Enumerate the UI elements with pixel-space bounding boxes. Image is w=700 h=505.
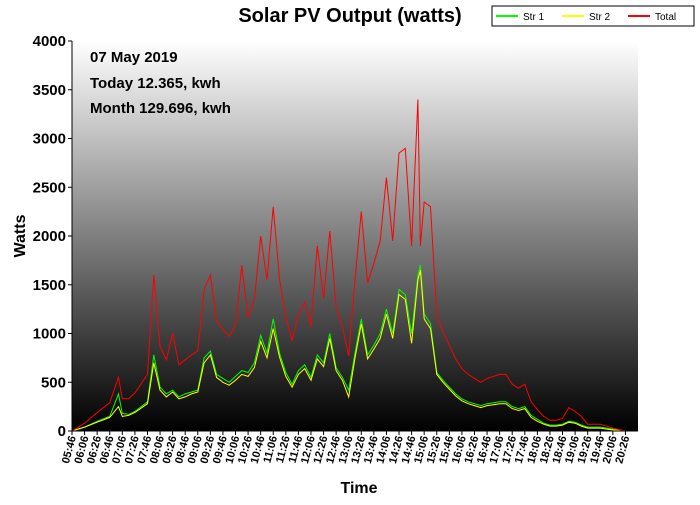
x-tick-layer: 05:4606:0606:2606:4607:0607:2607:4608:06…: [60, 431, 632, 465]
y-tick-label: 1000: [33, 326, 66, 343]
annotation-month: Month 129.696, kwh: [90, 100, 231, 117]
legend: Str 1 Str 2 Total: [491, 5, 695, 27]
x-axis-title: Time: [340, 480, 377, 497]
annotation-today: Today 12.365, kwh: [90, 75, 221, 92]
y-tick-label: 2000: [33, 228, 66, 245]
series-layer: [71, 99, 626, 432]
legend-box: [491, 5, 695, 27]
legend-label-total: Total: [655, 12, 676, 23]
y-tick-label: 4000: [33, 33, 66, 50]
y-tick-label: 500: [41, 374, 66, 391]
y-tick-label: 2500: [33, 179, 66, 196]
y-tick-label: 3000: [33, 131, 66, 148]
annotation-date: 07 May 2019: [90, 49, 178, 66]
y-tick-layer: 0 500 1000 1500 2000 2500 3000 3500 4000: [33, 33, 72, 440]
y-axis-title: Watts: [12, 214, 29, 257]
y-tick-label: 0: [58, 423, 66, 440]
series-line-total: [71, 99, 626, 432]
series-line-str-2: [71, 269, 626, 432]
legend-label-str1: Str 1: [523, 12, 545, 23]
y-tick-label: 1500: [33, 277, 66, 294]
plot-background: [72, 41, 638, 431]
legend-label-str2: Str 2: [589, 12, 611, 23]
y-tick-label: 3500: [33, 82, 66, 99]
chart-title: Solar PV Output (watts): [238, 5, 461, 27]
series-line-str-1: [71, 265, 626, 432]
